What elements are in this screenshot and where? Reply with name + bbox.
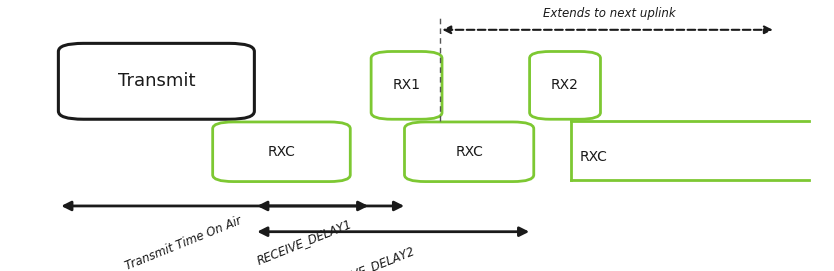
- Text: RXC: RXC: [580, 150, 607, 164]
- Text: RX1: RX1: [393, 78, 420, 92]
- Text: RX2: RX2: [551, 78, 579, 92]
- Text: RECEIVE_DELAY2: RECEIVE_DELAY2: [318, 244, 416, 271]
- Text: RXC: RXC: [455, 145, 483, 159]
- FancyBboxPatch shape: [404, 122, 534, 182]
- FancyBboxPatch shape: [58, 43, 254, 119]
- Text: Extends to next uplink: Extends to next uplink: [542, 7, 676, 20]
- Text: RXC: RXC: [268, 145, 295, 159]
- Text: Transmit: Transmit: [118, 72, 195, 90]
- FancyBboxPatch shape: [530, 51, 600, 119]
- Text: RECEIVE_DELAY1: RECEIVE_DELAY1: [255, 217, 354, 267]
- FancyBboxPatch shape: [213, 122, 350, 182]
- Text: Transmit Time On Air: Transmit Time On Air: [123, 214, 244, 271]
- FancyBboxPatch shape: [371, 51, 442, 119]
